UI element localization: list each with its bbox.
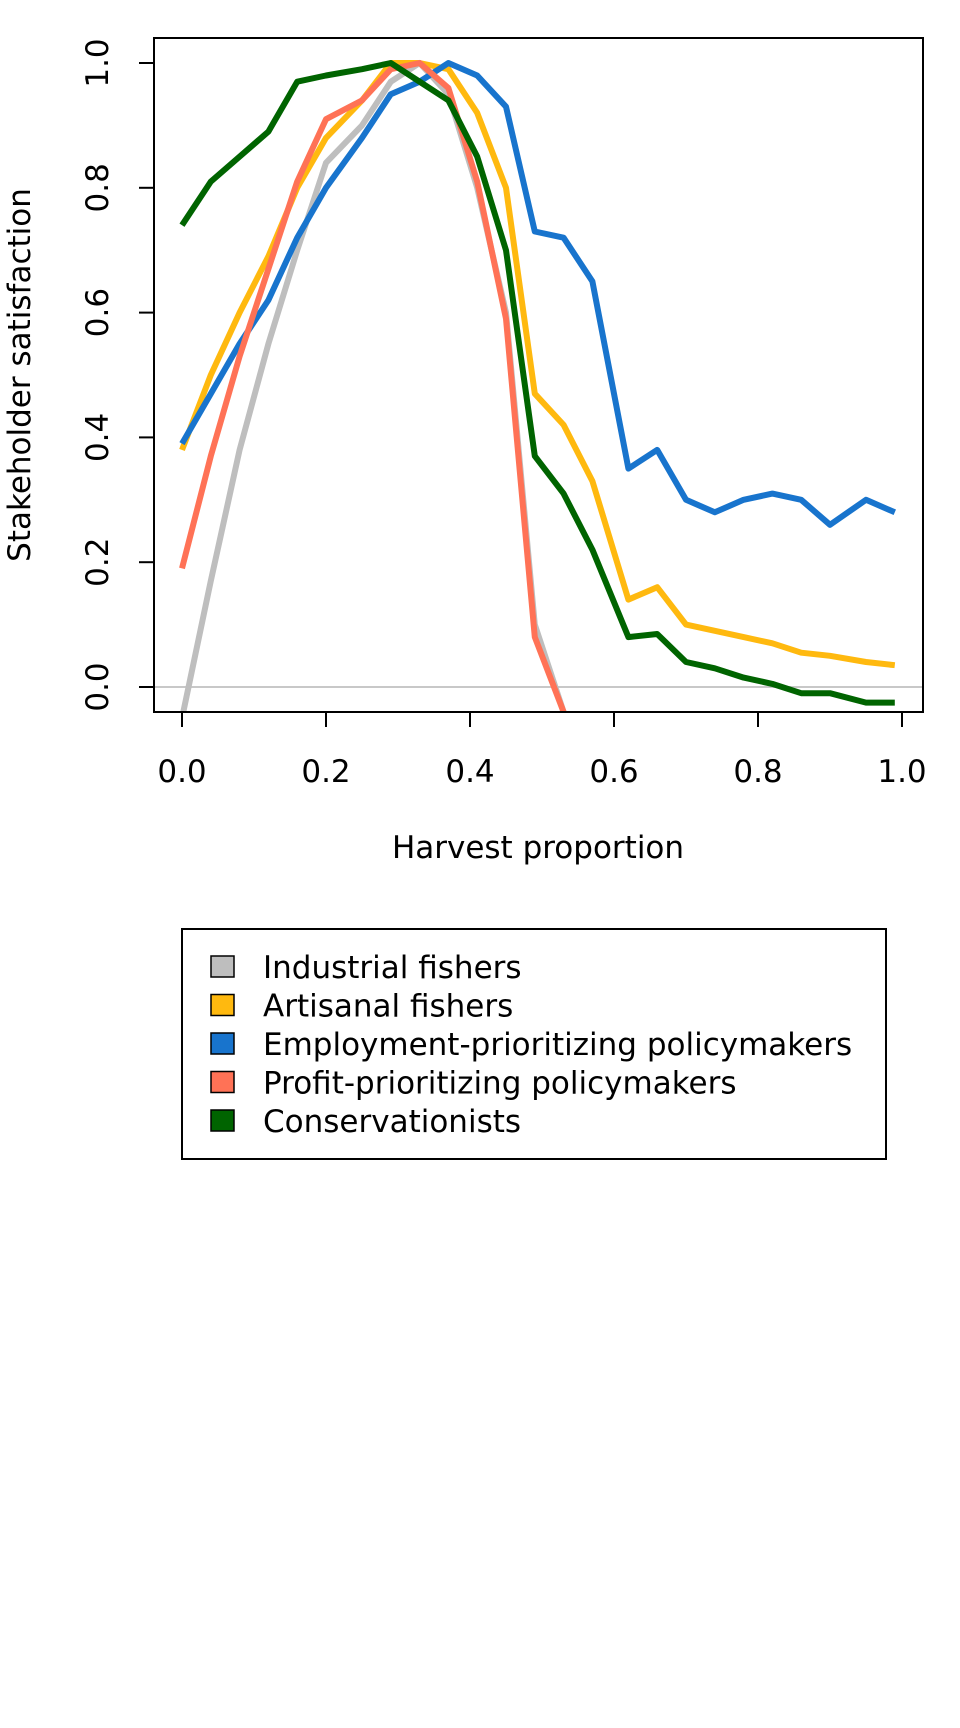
x-tick-label: 0.8	[733, 754, 782, 790]
y-axis-label: Stakeholder satisfaction	[2, 188, 38, 562]
legend-swatch-industrial-fishers	[210, 955, 235, 978]
legend-label-conservationists: Conservationists	[263, 1104, 521, 1140]
x-axis-label: Harvest proportion	[392, 830, 684, 866]
legend-swatch-employment-prioritizing-policymakers	[210, 1032, 235, 1055]
series-line-employment-prioritizing-policymakers	[179, 60, 896, 528]
x-tick-label: 0.0	[157, 754, 206, 790]
legend-label-profit-prioritizing-policymakers: Profit-prioritizing policymakers	[263, 1066, 737, 1102]
y-tick-label: 0.2	[80, 538, 116, 587]
legend-swatch-conservationists	[210, 1109, 235, 1132]
x-tick-label: 0.4	[445, 754, 494, 790]
y-tick-label: 0.4	[80, 413, 116, 462]
plot-frame	[153, 37, 924, 713]
series-line-industrial-fishers	[180, 60, 567, 712]
y-tick-label: 1.0	[80, 38, 116, 87]
series-line-artisanal-fishers	[179, 60, 896, 669]
y-tick-label: 0.6	[80, 288, 116, 337]
legend-label-industrial-fishers: Industrial fishers	[263, 950, 522, 986]
x-tick-label: 1.0	[877, 754, 926, 790]
y-axis: 0.0 0.2 0.4 0.6 0.8 1.0	[80, 38, 155, 712]
legend-swatch-profit-prioritizing-policymakers	[210, 1070, 235, 1094]
series-line-conservationists	[179, 60, 895, 706]
legend-label-employment-prioritizing-policymakers: Employment-prioritizing policymakers	[263, 1027, 852, 1063]
series-line-profit-prioritizing-policymakers	[179, 60, 567, 712]
series-layer	[179, 60, 896, 712]
legend-swatch-artisanal-fishers	[210, 993, 235, 1017]
x-tick-label: 0.2	[301, 754, 350, 790]
y-tick-label: 0.8	[80, 163, 116, 212]
y-tick-label: 0.0	[80, 662, 116, 711]
x-tick-label: 0.6	[589, 754, 638, 790]
legend-box	[181, 928, 887, 1160]
legend-label-artisanal-fishers: Artisanal fishers	[263, 989, 513, 1025]
x-axis: 0.0 0.2 0.4 0.6 0.8 1.0	[157, 711, 927, 790]
